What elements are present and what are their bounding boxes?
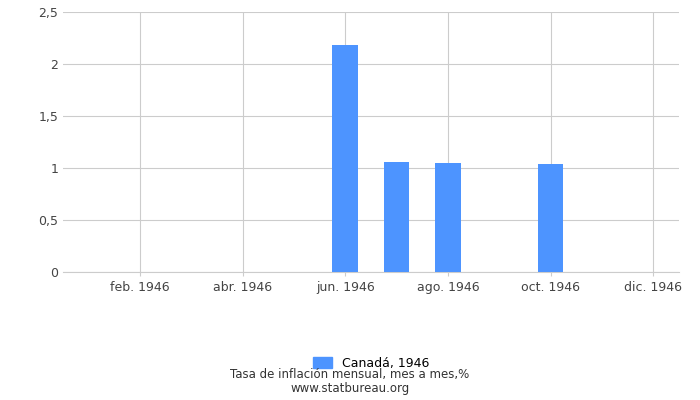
Bar [435, 163, 461, 272]
Bar [332, 45, 358, 272]
Text: www.statbureau.org: www.statbureau.org [290, 382, 410, 395]
Bar [384, 162, 409, 272]
Legend: Canadá, 1946: Canadá, 1946 [308, 352, 434, 375]
Bar [538, 164, 564, 272]
Text: Tasa de inflación mensual, mes a mes,%: Tasa de inflación mensual, mes a mes,% [230, 368, 470, 381]
